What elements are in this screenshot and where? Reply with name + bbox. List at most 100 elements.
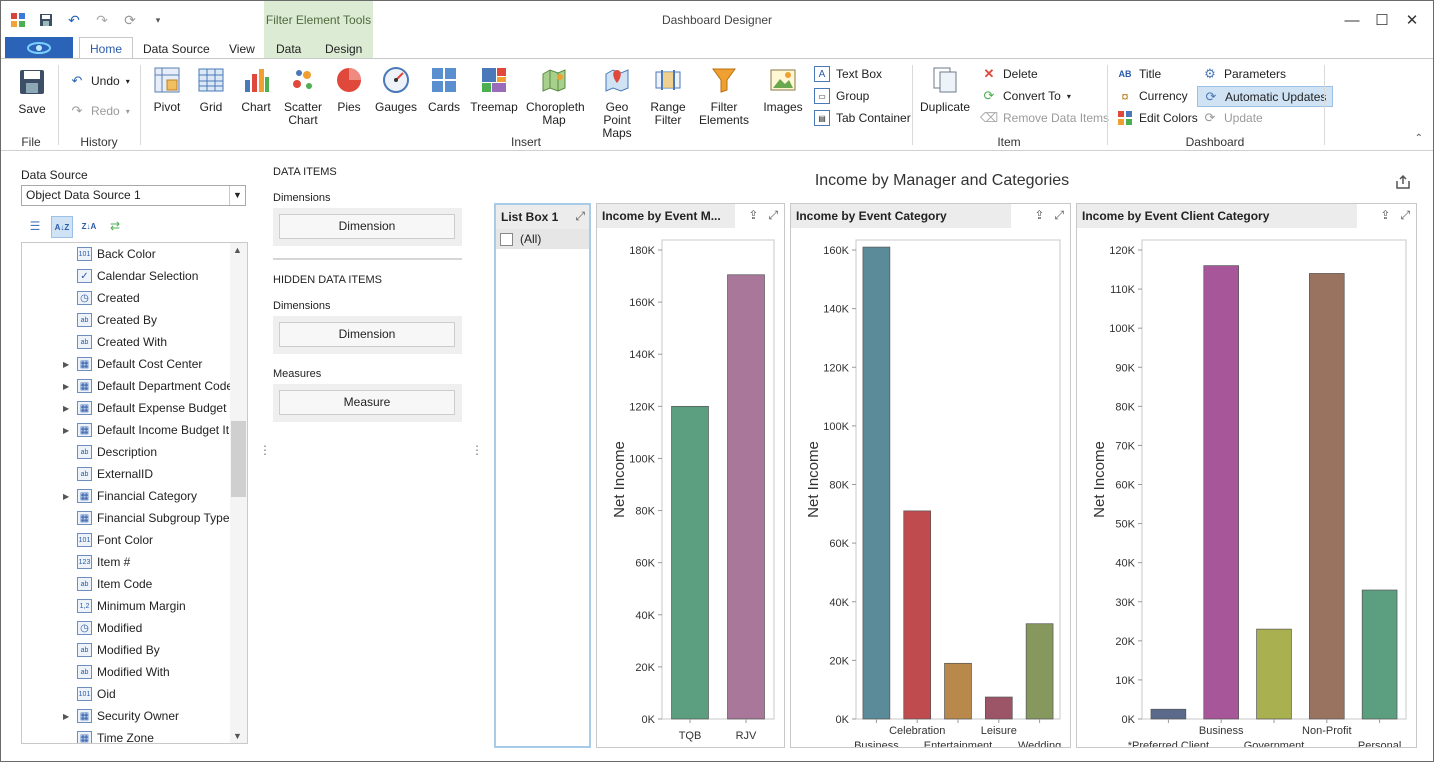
filter-elements-button[interactable]: Filter Elements <box>693 65 755 127</box>
minimize-icon[interactable]: — <box>1344 11 1360 29</box>
geo-point-maps-button[interactable]: Geo Point Maps <box>589 65 645 140</box>
choropleth-map-button[interactable]: Choropleth Map <box>523 65 585 127</box>
range-filter-button[interactable]: Range Filter <box>647 65 689 127</box>
pies-button[interactable]: Pies <box>330 65 368 114</box>
tab-view[interactable]: View <box>229 42 255 56</box>
redo-button[interactable]: ↷ Redo ▾ <box>69 101 130 121</box>
gauges-button[interactable]: Gauges <box>373 65 419 114</box>
scatter-chart-button[interactable]: Scatter Chart <box>280 65 326 127</box>
save-icon[interactable] <box>35 9 57 31</box>
application-menu-button[interactable] <box>5 37 73 59</box>
field-item[interactable]: 101 Font Color <box>22 529 232 551</box>
field-item[interactable]: ab ExternalID <box>22 463 232 485</box>
field-item[interactable]: ◷ Modified <box>22 617 232 639</box>
auto-update-icon: ⟳ <box>1205 88 1217 104</box>
field-item[interactable]: ab Modified By <box>22 639 232 661</box>
delete-button[interactable]: ✕ Delete <box>981 64 1038 84</box>
measure-button[interactable]: Measure <box>279 390 455 415</box>
duplicate-button[interactable]: Duplicate <box>919 65 971 114</box>
field-item[interactable]: ab Modified With <box>22 661 232 683</box>
field-item[interactable]: ▦ Financial Subgroup Type <box>22 507 232 529</box>
tab-home[interactable]: Home <box>79 37 134 59</box>
update-button[interactable]: ⟳ Update <box>1202 108 1263 128</box>
expand-icon[interactable]: ▶ <box>63 403 70 413</box>
export-icon[interactable]: ⇪ <box>1034 208 1045 222</box>
refresh-fields-icon[interactable]: ⇄ <box>109 219 121 233</box>
list-box-item[interactable]: List Box 1 ⤢ (All) <box>494 203 591 748</box>
currency-button[interactable]: ¤ Currency <box>1117 86 1187 106</box>
parameters-button[interactable]: ⚙ Parameters <box>1202 64 1286 84</box>
scroll-up-icon[interactable]: ▲ <box>233 245 242 255</box>
field-item[interactable]: 123 Item # <box>22 551 232 573</box>
export-icon[interactable]: ⇪ <box>748 208 759 222</box>
field-item[interactable]: ✓ Calendar Selection <box>22 265 232 287</box>
tab-data[interactable]: Data <box>276 42 302 56</box>
convert-to-button[interactable]: ⟳ Convert To ▾ <box>981 86 1071 106</box>
checkbox[interactable] <box>500 232 513 246</box>
text-box-button[interactable]: A Text Box <box>814 64 882 84</box>
treemap-button[interactable]: Treemap <box>469 65 519 114</box>
chart-button[interactable]: Chart <box>236 65 276 114</box>
field-item[interactable]: 101 Back Color <box>22 243 232 265</box>
customize-qat-icon[interactable]: ▾ <box>155 14 161 25</box>
expand-icon[interactable]: ▶ <box>63 425 70 435</box>
pivot-button[interactable]: Pivot <box>146 65 188 114</box>
cards-button[interactable]: Cards <box>424 65 464 114</box>
edit-colors-button[interactable]: Edit Colors <box>1117 108 1198 128</box>
close-icon[interactable]: ✕ <box>1405 12 1419 29</box>
tab-container-button[interactable]: ▤ Tab Container <box>814 108 911 128</box>
treemap-icon <box>479 65 509 95</box>
maximize-item-icon[interactable]: ⤢ <box>768 208 778 222</box>
expand-icon[interactable]: ▶ <box>63 381 70 391</box>
field-item[interactable]: ab Created With <box>22 331 232 353</box>
hidden-dimension-button[interactable]: Dimension <box>279 322 455 347</box>
vertical-scrollbar[interactable]: ▲ ▼ <box>230 243 247 743</box>
maximize-item-icon[interactable]: ⤢ <box>575 209 585 223</box>
undo-button[interactable]: ↶ Undo ▾ <box>69 71 130 91</box>
tab-data-source[interactable]: Data Source <box>143 42 210 56</box>
sort-descending-icon[interactable]: Z↓A <box>81 221 97 231</box>
tab-design[interactable]: Design <box>325 42 363 56</box>
save-button[interactable]: Save <box>13 67 51 116</box>
maximize-item-icon[interactable]: ⤢ <box>1054 208 1064 222</box>
dimension-button[interactable]: Dimension <box>279 214 455 239</box>
expand-icon[interactable]: ▶ <box>63 491 70 501</box>
export-icon[interactable]: ⇪ <box>1380 208 1391 222</box>
field-item[interactable]: ab Created By <box>22 309 232 331</box>
field-item[interactable]: ▦ Time Zone <box>22 727 232 743</box>
data-source-select[interactable]: Object Data Source 1 ▼ <box>21 185 246 206</box>
list-box-item-all[interactable]: (All) <box>496 229 589 249</box>
field-item[interactable]: ▶ ▦ Financial Category <box>22 485 232 507</box>
data-source-label: Data Source <box>21 168 88 182</box>
images-button[interactable]: Images <box>761 65 805 114</box>
refresh-icon[interactable]: ⟳ <box>124 11 136 28</box>
field-item[interactable]: ▶ ▦ Default Income Budget It... <box>22 419 232 441</box>
field-item[interactable]: ◷ Created <box>22 287 232 309</box>
export-icon[interactable] <box>1395 174 1411 193</box>
field-item[interactable]: ab Item Code <box>22 573 232 595</box>
sort-ascending-icon[interactable]: A↓Z <box>51 216 73 238</box>
expand-icon[interactable]: ▶ <box>63 359 70 369</box>
expand-icon[interactable]: ▶ <box>63 711 70 721</box>
field-item[interactable]: 101 Oid <box>22 683 232 705</box>
group-button[interactable]: ▭ Group <box>814 86 869 106</box>
maximize-icon[interactable]: ☐ <box>1375 12 1389 29</box>
group-by-type-icon[interactable]: ☰ <box>29 219 41 233</box>
field-item[interactable]: ▶ ▦ Default Cost Center <box>22 353 232 375</box>
automatic-updates-toggle[interactable]: ⟳ Automatic Updates <box>1197 86 1334 107</box>
field-item[interactable]: 1,2 Minimum Margin <box>22 595 232 617</box>
maximize-item-icon[interactable]: ⤢ <box>1400 208 1410 222</box>
field-item[interactable]: ▶ ▦ Security Owner <box>22 705 232 727</box>
field-item[interactable]: ab Description <box>22 441 232 463</box>
collapse-ribbon-icon[interactable]: ⌃ <box>1414 133 1423 144</box>
title-button[interactable]: AB Title <box>1117 64 1162 84</box>
redo-icon[interactable]: ↷ <box>96 11 108 28</box>
undo-icon[interactable]: ↶ <box>68 11 80 28</box>
field-item[interactable]: ▶ ▦ Default Department Code <box>22 375 232 397</box>
splitter-handle-icon[interactable]: ⋮ <box>471 443 483 457</box>
scrollbar-thumb[interactable] <box>231 421 246 497</box>
field-item[interactable]: ▶ ▦ Default Expense Budget ... <box>22 397 232 419</box>
scroll-down-icon[interactable]: ▼ <box>233 731 242 741</box>
grid-button[interactable]: Grid <box>191 65 231 114</box>
remove-data-items-button[interactable]: ⌫ Remove Data Items <box>980 108 1109 128</box>
